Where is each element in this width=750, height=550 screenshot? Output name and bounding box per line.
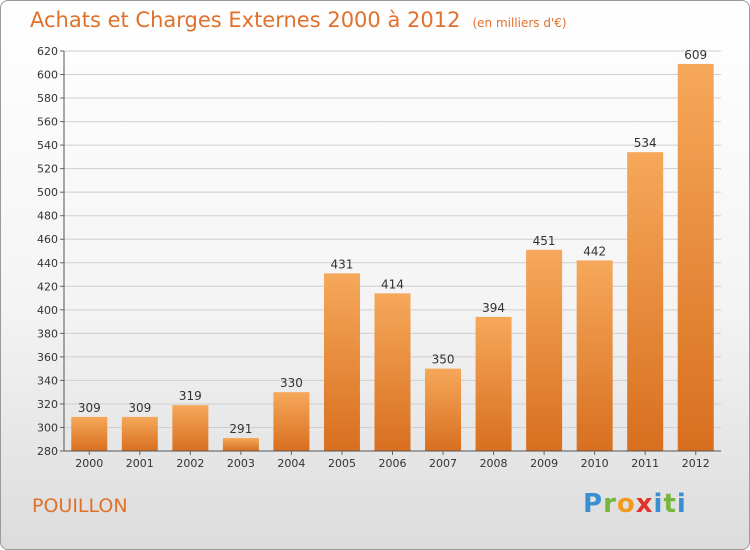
data-label: 309 bbox=[128, 401, 151, 415]
bar-2008 bbox=[475, 316, 512, 451]
y-tick-label: 540 bbox=[37, 139, 58, 152]
y-tick-label: 360 bbox=[37, 351, 58, 364]
bar-2001 bbox=[121, 416, 158, 451]
bar-2006 bbox=[374, 293, 411, 451]
x-tick-label: 2004 bbox=[277, 457, 305, 470]
bar-2012 bbox=[677, 63, 714, 452]
bar-2010 bbox=[576, 260, 613, 451]
y-tick-label: 380 bbox=[37, 327, 58, 340]
data-label: 534 bbox=[634, 136, 657, 150]
bar-2004 bbox=[273, 392, 310, 451]
x-tick-label: 2000 bbox=[75, 457, 103, 470]
x-tick-label: 2010 bbox=[581, 457, 609, 470]
x-tick-label: 2002 bbox=[176, 457, 204, 470]
y-tick-label: 280 bbox=[37, 445, 58, 458]
y-tick-label: 440 bbox=[37, 257, 58, 270]
y-tick-label: 300 bbox=[37, 421, 58, 434]
x-tick-label: 2009 bbox=[530, 457, 558, 470]
y-tick-label: 480 bbox=[37, 210, 58, 223]
y-tick-label: 520 bbox=[37, 163, 58, 176]
bar-2007 bbox=[425, 368, 462, 451]
y-tick-label: 500 bbox=[37, 186, 58, 199]
bar-2003 bbox=[222, 438, 259, 451]
data-label: 414 bbox=[381, 277, 404, 291]
y-tick-label: 420 bbox=[37, 280, 58, 293]
bar-2009 bbox=[526, 249, 563, 451]
y-tick-label: 340 bbox=[37, 374, 58, 387]
data-label: 609 bbox=[684, 48, 707, 62]
data-labels: 309 309 319 291 330 431 414 350 394 451 442 534 609 bbox=[78, 48, 707, 436]
chart-unit: (en milliers d'€) bbox=[472, 16, 567, 30]
place-name: POUILLON bbox=[32, 495, 128, 517]
x-tick-label: 2001 bbox=[126, 457, 154, 470]
x-axis-ticks: 2000 2001 2002 2003 2004 2005 2006 2007 2008 2009… bbox=[75, 451, 710, 470]
y-tick-label: 580 bbox=[37, 92, 58, 105]
proxiti-logo[interactable]: Proxiti bbox=[583, 489, 687, 519]
bar-2011 bbox=[627, 152, 664, 452]
data-label: 394 bbox=[482, 301, 505, 315]
data-label: 319 bbox=[179, 389, 202, 403]
y-tick-label: 320 bbox=[37, 398, 58, 411]
data-label: 350 bbox=[432, 353, 455, 367]
y-tick-label: 600 bbox=[37, 69, 58, 82]
y-axis-ticks: 280 300 320 340 360 380 400 420 440 460 480 500 520 5… bbox=[37, 45, 64, 458]
x-tick-label: 2003 bbox=[227, 457, 255, 470]
data-label: 442 bbox=[583, 244, 606, 258]
bar-2005 bbox=[323, 273, 360, 451]
x-tick-label: 2008 bbox=[480, 457, 508, 470]
x-tick-label: 2012 bbox=[682, 457, 710, 470]
bar-2002 bbox=[172, 405, 209, 451]
bar-2000 bbox=[71, 416, 108, 451]
x-tick-label: 2011 bbox=[631, 457, 659, 470]
data-label: 291 bbox=[229, 422, 252, 436]
x-tick-label: 2006 bbox=[379, 457, 407, 470]
x-tick-label: 2007 bbox=[429, 457, 457, 470]
chart-title: Achats et Charges Externes 2000 à 2012 (e… bbox=[30, 8, 567, 32]
data-label: 330 bbox=[280, 376, 303, 390]
y-tick-label: 620 bbox=[37, 45, 58, 58]
y-tick-label: 560 bbox=[37, 116, 58, 129]
data-label: 309 bbox=[78, 401, 101, 415]
x-tick-label: 2005 bbox=[328, 457, 356, 470]
chart-title-text: Achats et Charges Externes 2000 à 2012 bbox=[30, 8, 461, 32]
bars bbox=[71, 63, 714, 452]
data-label: 451 bbox=[533, 234, 556, 248]
data-label: 431 bbox=[331, 257, 354, 271]
y-tick-label: 460 bbox=[37, 233, 58, 246]
y-tick-label: 400 bbox=[37, 304, 58, 317]
